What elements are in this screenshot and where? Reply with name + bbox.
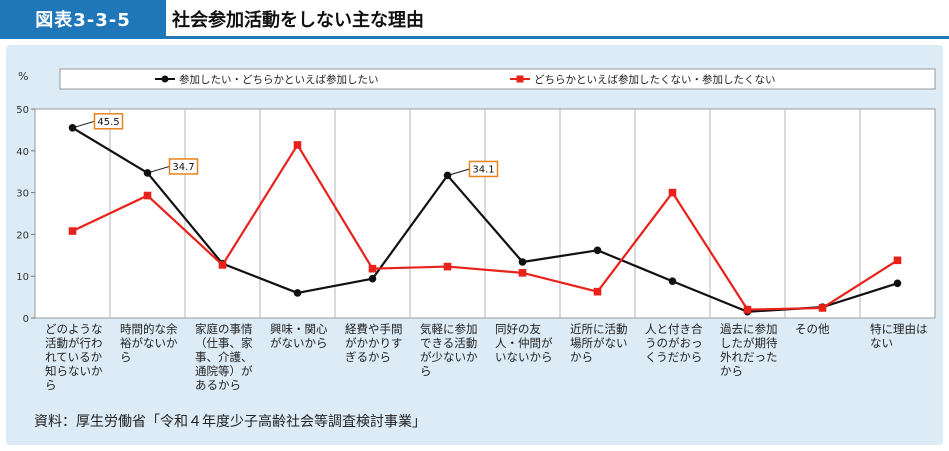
x-category-label: 活動が行わ — [45, 336, 103, 350]
series2-point — [818, 304, 827, 312]
legend-label-1: 参加したい・どちらかといえば参加したい — [179, 73, 379, 86]
x-category-label: ら — [420, 364, 432, 378]
x-category-label: れているか — [45, 350, 103, 364]
x-category-label: くうだから — [645, 350, 702, 364]
x-category-label: ぎるから — [345, 350, 391, 364]
callout-leader — [447, 168, 470, 176]
header-rule — [0, 36, 949, 39]
legend-label-2: どちらかといえば参加したくない・参加したくない — [534, 73, 776, 86]
series2-point — [518, 269, 527, 277]
series2-point — [893, 256, 902, 265]
x-category-label: ら — [120, 350, 132, 364]
x-category-label: が少ないか — [420, 350, 478, 364]
legend-marker-2 — [516, 75, 524, 83]
series2-point — [593, 287, 602, 296]
figure-number-badge: 図表3-3-5 — [0, 0, 166, 38]
series-line-1 — [71, 126, 898, 313]
series1-point — [893, 279, 902, 288]
x-category-label: できる活動 — [420, 336, 477, 350]
x-category-label: ない — [870, 336, 893, 350]
y-tick-label: 40 — [16, 147, 29, 158]
x-category-label: 外れだった — [720, 350, 778, 364]
series1-point — [668, 277, 677, 286]
y-tick-label: 10 — [16, 272, 29, 283]
x-category-label: その他 — [795, 322, 830, 336]
x-category-label: 裕がないか — [120, 336, 178, 350]
legend-marker-1 — [161, 75, 169, 83]
x-category-label: 家庭の事情 — [195, 322, 253, 336]
series2-point — [143, 191, 152, 200]
y-tick-label: 20 — [16, 230, 29, 241]
series1-point — [593, 246, 602, 255]
x-category-label: 人と付き合 — [645, 322, 703, 336]
x-category-label: から — [570, 350, 593, 364]
series1-point — [368, 274, 377, 283]
y-axis-unit: % — [18, 70, 28, 83]
x-category-label: 同好の友 — [495, 322, 541, 336]
x-category-label: うのがおっ — [645, 336, 703, 350]
x-category-label: いないから — [495, 350, 553, 364]
x-category-label: 時間的な余 — [120, 322, 178, 336]
x-category-label: 近所に活動 — [570, 322, 628, 336]
x-category-label: あるから — [195, 378, 241, 392]
series2-point — [743, 305, 752, 314]
x-category-label: 場所がない — [570, 336, 628, 350]
legend-box — [59, 68, 936, 90]
header: 図表3-3-5 社会参加活動をしない主な理由 — [0, 0, 949, 39]
x-category-label: 通院等）が — [195, 364, 253, 378]
callout-leader — [147, 165, 170, 174]
chart-title: 社会参加活動をしない主な理由 — [172, 10, 424, 31]
callout-box — [93, 113, 124, 130]
series2-point — [368, 264, 377, 273]
x-category-label: どのような — [45, 322, 103, 336]
x-category-label: 興味・関心 — [270, 322, 328, 336]
series-line-2 — [72, 143, 899, 311]
y-tick-label: 50 — [16, 105, 29, 116]
callout-box — [168, 158, 199, 175]
callout-leader — [72, 120, 95, 129]
x-category-label: 知らないか — [45, 364, 103, 378]
callout-box — [468, 160, 499, 178]
x-category-label: したが期待 — [720, 336, 778, 350]
x-category-label: （仕事、家 — [195, 336, 253, 350]
y-tick-label: 0 — [23, 314, 29, 325]
x-category-label: 事、介護、 — [195, 350, 253, 364]
x-category-label: がかかりす — [345, 336, 403, 350]
x-category-label: から — [720, 364, 743, 378]
series2-point — [668, 188, 677, 197]
x-category-label: がないから — [270, 336, 328, 350]
x-category-label: 人・仲間が — [495, 336, 553, 350]
x-category-label: 気軽に参加 — [420, 322, 478, 336]
series2-point — [68, 227, 77, 235]
x-category-label: 特に理由は — [870, 322, 928, 336]
y-tick-label: 30 — [16, 189, 29, 200]
callout-label: 34.1 — [472, 164, 494, 175]
x-category-label: 過去に参加 — [720, 322, 778, 336]
series1-point — [293, 289, 302, 297]
callout-label: 34.7 — [172, 162, 194, 173]
x-category-label: 経費や手間 — [345, 322, 403, 336]
series1-point — [518, 258, 527, 266]
callout-label: 45.5 — [97, 117, 119, 128]
source-note: 資料：厚生労働省「令和４年度少子高齢社会等調査検討事業」 — [34, 414, 426, 430]
series2-point — [293, 141, 302, 149]
series2-point — [443, 262, 452, 271]
x-category-label: ら — [45, 378, 57, 392]
series2-point — [218, 261, 227, 269]
